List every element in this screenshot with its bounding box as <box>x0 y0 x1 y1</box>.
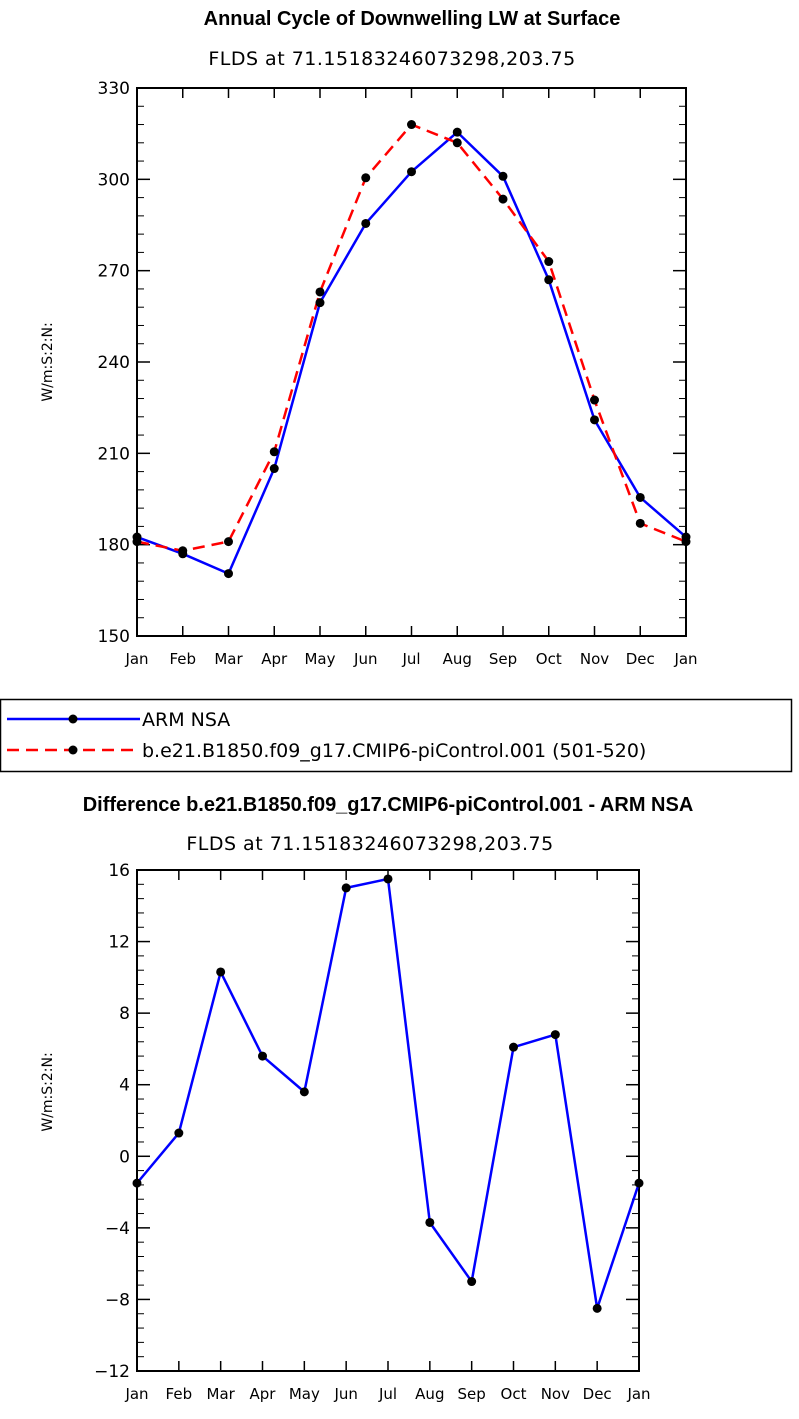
difference-data-point-0 <box>216 967 226 977</box>
annual-cycle-data-point-0 <box>590 415 599 425</box>
annual-cycle-data-point-1 <box>224 537 233 547</box>
difference-y-tick-label: 8 <box>119 1004 130 1024</box>
annual-cycle-y-tick-label: 240 <box>98 353 130 373</box>
legend-label-model: b.e21.B1850.f09_g17.CMIP6-piControl.001 … <box>142 740 646 762</box>
difference-y-tick-label: 4 <box>119 1076 130 1096</box>
chart-subtitle-difference: FLDS at 71.15183246073298,203.75 <box>186 833 553 855</box>
legend-marker-arm-nsa <box>68 714 78 724</box>
difference-x-tick-label: Dec <box>583 1385 612 1403</box>
annual-cycle-y-tick-label: 330 <box>98 79 130 99</box>
annual-cycle-data-point-1 <box>498 194 508 204</box>
legend-label-arm-nsa: ARM NSA <box>142 709 230 731</box>
annual-cycle-x-tick-label: Dec <box>626 650 655 668</box>
annual-cycle-x-tick-label: Jan <box>124 650 148 668</box>
difference-x-tick-label: Jul <box>378 1385 397 1403</box>
y-axis-label: W/m:S:2:N: <box>40 322 56 401</box>
annual-cycle-data-point-1 <box>590 395 599 405</box>
annual-cycle-chart: Annual Cycle of Downwelling LW at Surfac… <box>40 8 698 668</box>
difference-x-tick-label: Jan <box>626 1385 650 1403</box>
annual-cycle-x-tick-label: Aug <box>443 650 472 668</box>
annual-cycle-data-point-0 <box>452 127 462 137</box>
annual-cycle-data-point-0 <box>544 275 554 285</box>
annual-cycle-data-point-0 <box>498 171 508 181</box>
annual-cycle-x-tick-label: Jun <box>353 650 377 668</box>
annual-cycle-data-point-1 <box>132 537 142 547</box>
annual-cycle-x-tick-label: May <box>304 650 335 668</box>
difference-data-point-0 <box>174 1128 184 1138</box>
difference-x-tick-label: Jun <box>333 1385 357 1403</box>
annual-cycle-data-point-0 <box>407 167 416 177</box>
difference-y-tick-label: 12 <box>108 933 130 953</box>
difference-y-tick-label: −12 <box>94 1362 130 1382</box>
annual-cycle-data-point-1 <box>361 173 371 183</box>
annual-cycle-data-point-0 <box>635 492 645 502</box>
annual-cycle-y-tick-label: 210 <box>98 444 130 464</box>
annual-cycle-x-tick-label: Nov <box>580 650 609 668</box>
difference-data-point-0 <box>425 1217 435 1227</box>
annual-cycle-data-point-0 <box>361 218 371 228</box>
difference-x-tick-label: May <box>289 1385 320 1403</box>
annual-cycle-x-tick-label: Jan <box>673 650 697 668</box>
difference-x-tick-label: Feb <box>166 1385 193 1403</box>
difference-x-tick-label: Nov <box>541 1385 570 1403</box>
difference-chart: Difference b.e21.B1850.f09_g17.CMIP6-piC… <box>40 794 693 1403</box>
annual-cycle-data-point-1 <box>452 138 462 148</box>
annual-cycle-x-tick-label: Jul <box>401 650 420 668</box>
difference-x-tick-label: Apr <box>250 1385 277 1403</box>
difference-data-point-0 <box>467 1277 477 1287</box>
annual-cycle-y-tick-label: 150 <box>98 627 130 647</box>
annual-cycle-y-tick-label: 270 <box>98 262 130 282</box>
difference-x-tick-label: Mar <box>207 1385 236 1403</box>
legend-box <box>0 698 793 773</box>
difference-data-point-0 <box>592 1303 602 1313</box>
difference-data-point-0 <box>341 883 351 893</box>
annual-cycle-data-point-1 <box>635 518 645 528</box>
difference-data-point-0 <box>383 874 393 884</box>
annual-cycle-x-tick-label: Apr <box>261 650 288 668</box>
difference-y-tick-label: −8 <box>105 1290 130 1310</box>
annual-cycle-data-point-1 <box>178 546 188 556</box>
difference-data-point-0 <box>550 1030 560 1040</box>
legend-entry-arm-nsa: ARM NSA <box>7 709 230 731</box>
difference-y-tick-label: 16 <box>108 861 130 881</box>
difference-x-tick-label: Oct <box>501 1385 527 1403</box>
difference-y-tick-label: −4 <box>105 1219 130 1239</box>
annual-cycle-y-tick-label: 300 <box>98 170 130 190</box>
annual-cycle-x-tick-label: Sep <box>489 650 517 668</box>
annual-cycle-x-tick-label: Feb <box>169 650 196 668</box>
legend: ARM NSA b.e21.B1850.f09_g17.CMIP6-piCont… <box>0 698 793 773</box>
annual-cycle-data-point-1 <box>407 120 416 130</box>
annual-cycle-data-point-1 <box>269 447 279 457</box>
annual-cycle-data-point-0 <box>224 569 233 579</box>
chart-title-difference: Difference b.e21.B1850.f09_g17.CMIP6-piC… <box>83 794 694 816</box>
difference-data-point-0 <box>299 1087 309 1097</box>
annual-cycle-series-line-1 <box>136 123 687 553</box>
legend-entry-model: b.e21.B1850.f09_g17.CMIP6-piControl.001 … <box>7 740 646 762</box>
annual-cycle-data-point-1 <box>544 257 554 267</box>
y-axis-label-difference: W/m:S:2:N: <box>40 1052 56 1131</box>
difference-x-tick-label: Aug <box>415 1385 444 1403</box>
difference-data-point-0 <box>258 1051 267 1061</box>
difference-data-point-0 <box>634 1178 644 1188</box>
chart-subtitle: FLDS at 71.15183246073298,203.75 <box>208 48 575 70</box>
annual-cycle-x-tick-label: Oct <box>536 650 562 668</box>
chart-title: Annual Cycle of Downwelling LW at Surfac… <box>204 8 621 30</box>
difference-data-point-0 <box>132 1178 142 1188</box>
annual-cycle-data-point-1 <box>681 537 691 547</box>
annual-cycle-data-point-0 <box>269 464 279 474</box>
difference-x-tick-label: Sep <box>458 1385 486 1403</box>
legend-marker-model <box>68 745 78 755</box>
difference-series-line-0 <box>136 877 641 1310</box>
annual-cycle-series-line-0 <box>136 130 687 575</box>
difference-plot-frame <box>136 869 640 1372</box>
difference-y-tick-label: 0 <box>119 1147 130 1167</box>
difference-data-point-0 <box>509 1042 518 1052</box>
annual-cycle-y-tick-label: 180 <box>98 536 130 556</box>
difference-x-tick-label: Jan <box>124 1385 148 1403</box>
annual-cycle-x-tick-label: Mar <box>214 650 243 668</box>
annual-cycle-data-point-0 <box>315 298 325 308</box>
annual-cycle-data-point-1 <box>315 287 325 297</box>
